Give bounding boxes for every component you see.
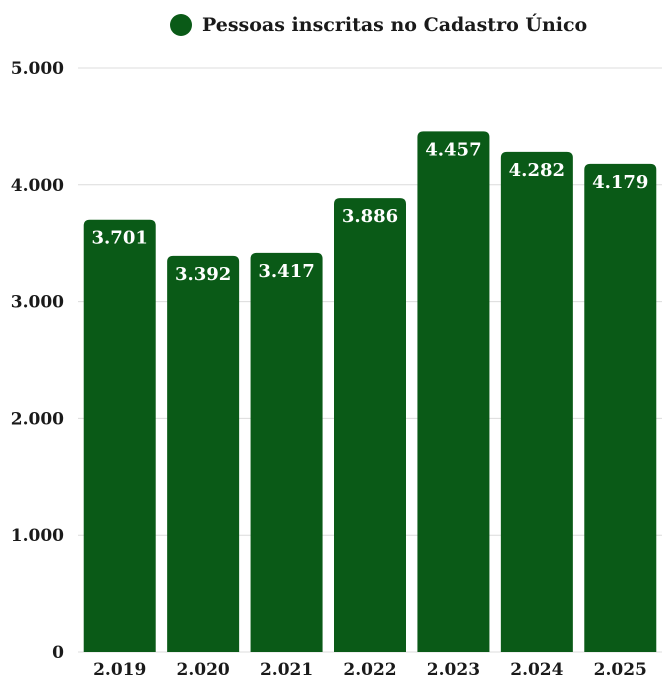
bar-value-label: 4.179 bbox=[592, 172, 648, 193]
y-tick-label: 4.000 bbox=[11, 176, 64, 196]
bar-2.021 bbox=[250, 252, 323, 652]
y-tick-label: 0 bbox=[52, 643, 64, 663]
x-tick-label: 2.019 bbox=[93, 660, 146, 680]
bars: 3.701 3.392 3.417 3.886 4.457 4.282 4.179 bbox=[83, 131, 657, 653]
y-tick-label: 2.000 bbox=[11, 409, 64, 429]
bar-value-label: 3.886 bbox=[342, 206, 398, 227]
x-tick-label: 2.024 bbox=[510, 660, 563, 680]
x-axis-ticks: 2.019 2.020 2.021 2.022 2.023 2.024 2.025 bbox=[93, 660, 647, 680]
x-tick-label: 2.021 bbox=[260, 660, 313, 680]
bar-2.022 bbox=[334, 198, 406, 652]
bar-2.020 bbox=[167, 255, 240, 653]
y-axis-ticks: 0 1.000 2.000 3.000 4.000 5.000 bbox=[11, 59, 64, 663]
x-tick-label: 2.022 bbox=[343, 660, 396, 680]
bar-value-label: 3.417 bbox=[258, 261, 314, 282]
x-tick-label: 2.020 bbox=[177, 660, 230, 680]
bar-2.025 bbox=[584, 163, 657, 652]
bar-value-label: 3.392 bbox=[175, 264, 231, 285]
bar-2.019 bbox=[83, 219, 156, 652]
legend-label: Pessoas inscritas no Cadastro Único bbox=[202, 14, 588, 36]
y-tick-label: 5.000 bbox=[11, 59, 64, 79]
y-tick-label: 1.000 bbox=[11, 526, 64, 546]
legend-swatch bbox=[170, 14, 192, 36]
y-tick-label: 3.000 bbox=[11, 293, 64, 313]
bar-2.023 bbox=[417, 131, 490, 653]
x-tick-label: 2.025 bbox=[594, 660, 647, 680]
chart-legend: Pessoas inscritas no Cadastro Único bbox=[170, 14, 587, 36]
bar-value-label: 4.282 bbox=[509, 160, 565, 181]
x-tick-label: 2.023 bbox=[427, 660, 480, 680]
bar-value-label: 4.457 bbox=[425, 139, 481, 160]
bar-value-label: 3.701 bbox=[92, 228, 148, 249]
bar-2.024 bbox=[500, 151, 573, 652]
